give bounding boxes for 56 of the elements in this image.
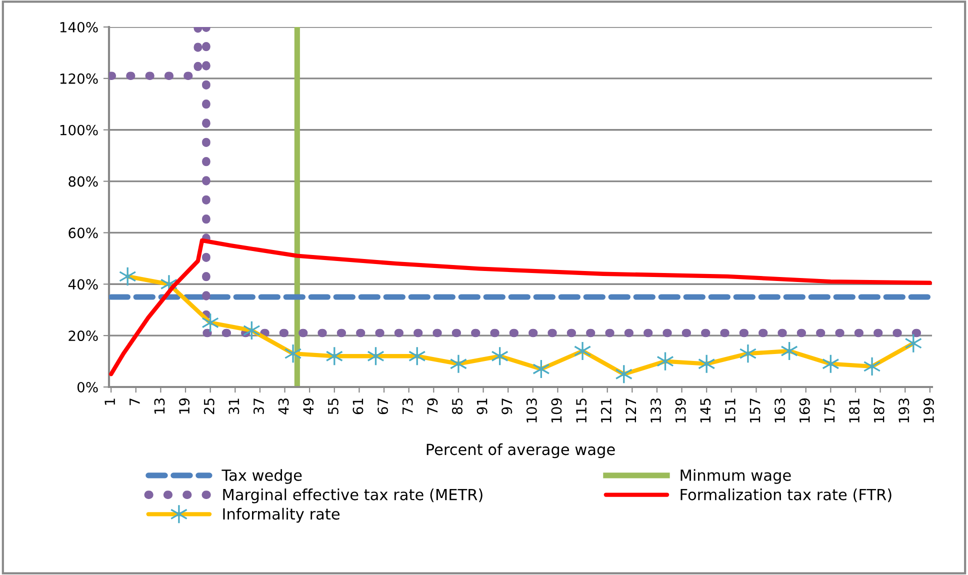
- x-tick-label: 31: [228, 398, 240, 414]
- x-tick-label: 91: [476, 398, 488, 414]
- point: [574, 341, 592, 361]
- x-tick-label: 67: [378, 398, 388, 414]
- x-tick-label: 61: [352, 398, 364, 414]
- x-tick-label: 103: [526, 398, 537, 422]
- x-tick-label: 7: [130, 398, 140, 406]
- x-tick-label: 85: [452, 398, 462, 414]
- x-tick-label: 121: [600, 398, 612, 422]
- legend-label: Tax wedge: [222, 469, 302, 484]
- x-tick-label: 187: [874, 398, 884, 422]
- x-tick-label: 109: [551, 398, 562, 422]
- x-tick-label: 79: [427, 398, 438, 414]
- x-tick-label: 169: [799, 398, 810, 422]
- x-tick-label: 55: [328, 398, 338, 414]
- x-tick-label: 1: [104, 398, 115, 405]
- x-tick-label: 193: [898, 398, 910, 422]
- x-tick-label: 133: [650, 398, 662, 422]
- legend-label: Informality rate: [223, 508, 340, 523]
- x-tick-label: 43: [278, 398, 289, 414]
- x-tick-label: 19: [179, 398, 190, 414]
- legend-label: Minmum wage: [680, 469, 791, 484]
- x-tick-label: 115: [576, 398, 587, 422]
- x-tick-label: 151: [725, 398, 736, 422]
- x-tick-label: 13: [154, 398, 165, 414]
- point: [367, 346, 384, 366]
- x-tick-label: 127: [626, 398, 636, 422]
- x-tick-label: 49: [303, 398, 314, 414]
- point: [863, 356, 881, 376]
- x-tick-label: 73: [402, 398, 413, 414]
- y-tick-label: 80%: [68, 176, 98, 187]
- y-tick-label: 100%: [60, 124, 98, 136]
- legend-label: Marginal effective tax rate (METR): [223, 488, 482, 504]
- x-tick-label: 175: [824, 398, 835, 422]
- y-tick-label: 20%: [68, 330, 98, 342]
- y-tick-label: 40%: [68, 279, 98, 290]
- point: [284, 344, 302, 364]
- legend-label: Formalization tax rate (FTR): [680, 488, 892, 502]
- y-tick-label: 0%: [77, 382, 98, 392]
- point: [450, 354, 468, 374]
- x-tick-label: 145: [700, 398, 711, 422]
- y-tick-label: 60%: [68, 228, 98, 238]
- x-tick-label: 139: [675, 398, 686, 422]
- x-tick-label: 25: [204, 398, 214, 414]
- x-axis-title: Percent of average wage: [426, 443, 615, 458]
- point: [656, 351, 674, 372]
- point: [532, 359, 550, 379]
- x-tick-label: 157: [750, 398, 760, 422]
- y-tick-label: 120%: [60, 73, 98, 84]
- x-tick-label: 97: [502, 398, 512, 414]
- x-tick-label: 163: [774, 398, 786, 422]
- x-tick-label: 199: [923, 398, 934, 422]
- point: [739, 344, 757, 364]
- x-tick-label: 181: [849, 398, 860, 422]
- y-tick-label: 140%: [60, 22, 98, 32]
- x-tick-label: 37: [253, 398, 264, 414]
